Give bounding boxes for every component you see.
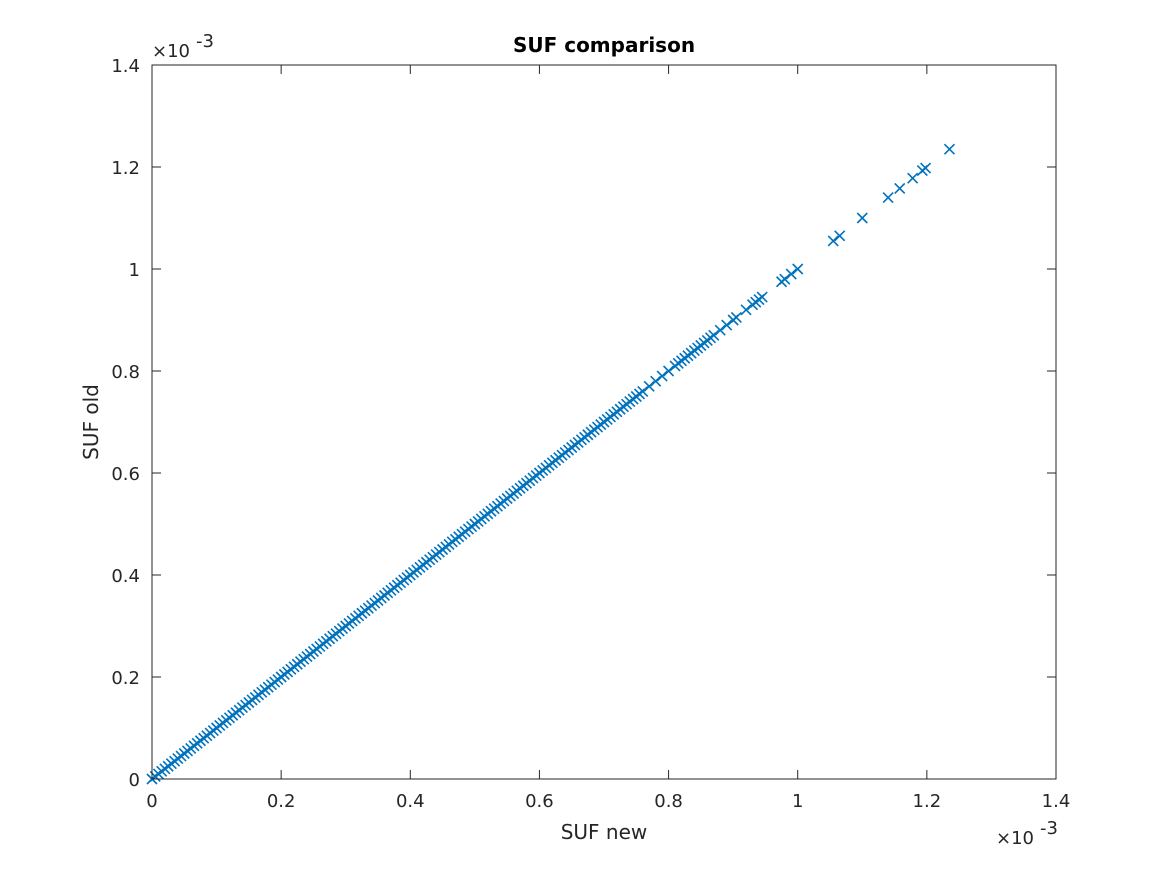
data-point <box>740 304 752 316</box>
x-tick-label: 0.4 <box>396 791 425 812</box>
y-exponent-base: ×10 <box>152 41 190 62</box>
data-point <box>920 162 932 174</box>
data-markers <box>146 143 956 785</box>
axes-box <box>151 64 1057 780</box>
y-tick-label: 0.4 <box>111 566 140 587</box>
data-point <box>650 375 662 387</box>
axes-frame: 0 0.2 0.4 0.6 0.8 1 1.2 1.4 0 0.2 0.4 0.6 0.8 1 1.2 1.4 <box>111 56 1070 812</box>
data-point <box>882 192 894 204</box>
data-point <box>943 143 956 155</box>
data-point <box>894 182 906 194</box>
data-point <box>643 380 655 392</box>
y-tick-label: 0.8 <box>111 362 140 383</box>
x-tick-label: 1.2 <box>913 791 942 812</box>
data-point <box>792 263 804 275</box>
x-axis-exponent: ×10 -3 <box>996 818 1058 849</box>
y-axis-exponent: ×10 -3 <box>152 31 214 62</box>
x-exponent-power: -3 <box>1040 818 1058 839</box>
chart-title: SUF comparison <box>513 33 695 57</box>
y-tick-label: 0.2 <box>111 668 140 689</box>
data-point <box>827 235 839 247</box>
data-point <box>714 324 726 336</box>
data-point <box>637 385 649 397</box>
data-point <box>856 212 868 224</box>
data-point <box>730 311 742 324</box>
y-tick-label: 1.4 <box>111 56 140 77</box>
x-tick-label: 1 <box>792 791 803 812</box>
y-tick-label: 1.2 <box>111 158 140 179</box>
data-point <box>663 365 675 377</box>
y-tick-label: 0 <box>129 770 140 791</box>
data-point <box>785 268 797 280</box>
y-tick-label: 1 <box>129 260 140 281</box>
data-point <box>656 370 668 382</box>
x-exponent-base: ×10 <box>996 828 1034 849</box>
data-point <box>834 230 846 242</box>
data-point <box>721 319 733 331</box>
y-exponent-power: -3 <box>196 31 214 52</box>
x-tick-label: 0.8 <box>654 791 683 812</box>
x-axis-label: SUF new <box>561 820 648 844</box>
data-point <box>756 291 768 303</box>
data-point <box>708 329 720 341</box>
x-tick-label: 0.6 <box>525 791 554 812</box>
y-axis-label: SUF old <box>79 384 103 460</box>
x-tick-label: 0.2 <box>267 791 296 812</box>
data-point <box>907 172 919 184</box>
data-point <box>779 273 791 285</box>
x-tick-label: 0 <box>146 791 157 812</box>
y-tick-label: 0.6 <box>111 464 140 485</box>
x-tick-label: 1.4 <box>1042 791 1071 812</box>
